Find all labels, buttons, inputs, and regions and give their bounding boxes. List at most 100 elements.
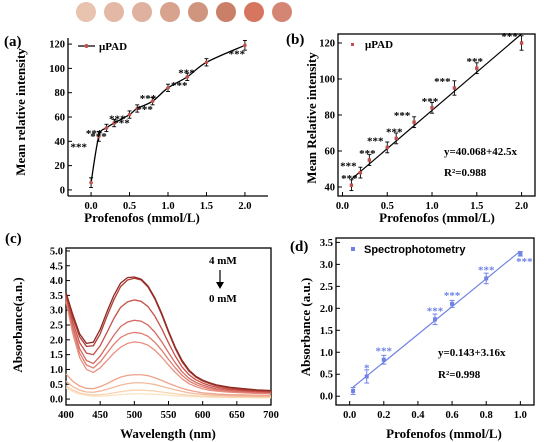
panel-d-significance-label: *** xyxy=(444,290,461,302)
panel-b-y-tick-label: 100 xyxy=(319,75,335,86)
panel-c-arrow-top-label: 4 mM xyxy=(209,255,237,267)
color-swatch xyxy=(244,2,264,22)
panel-a-y-tick-label: 80 xyxy=(55,88,66,99)
panel-a-significance-label: *** xyxy=(171,80,188,92)
panel-c-xlabel: Wavelength (nm) xyxy=(120,426,216,441)
panel-d-x-tick-label: 1.0 xyxy=(514,410,527,421)
color-swatch xyxy=(76,2,96,22)
panel-b-ylabel: Mean Relative intensity xyxy=(304,52,319,184)
panel-d-y-tick-label: 1.5 xyxy=(320,326,333,337)
panel-d-x-tick-label: 0.8 xyxy=(480,410,493,421)
panel-b-significance-label: *** xyxy=(501,31,518,43)
panel-c-label: (c) xyxy=(5,231,22,247)
panel-c-ylabel: Absorbance(a.n.) xyxy=(10,277,25,372)
panel-a-label: (a) xyxy=(4,34,22,50)
color-swatch xyxy=(132,2,152,22)
panel-a-x-tick-label: 0.5 xyxy=(123,201,136,212)
panel-b-data-point xyxy=(475,66,479,70)
panel-c-arrow-bottom-label: 0 mM xyxy=(209,293,237,305)
panel-c-spectrum-line xyxy=(65,373,272,397)
panel-d-plot-frame xyxy=(335,237,535,406)
panel-d-data-point xyxy=(433,317,437,322)
panel-d-significance-label: *** xyxy=(478,264,495,276)
panel-a-y-tick-label: 20 xyxy=(55,161,66,172)
panel-d-data-point xyxy=(364,374,369,379)
panel-c-spectrum-line xyxy=(65,385,271,398)
panel-b-r2: R²=0.988 xyxy=(444,167,487,179)
panel-a-significance-label: *** xyxy=(178,67,195,79)
panel-c-y-tick-label: 0.0 xyxy=(50,395,63,406)
panel-c-arrow xyxy=(216,270,224,289)
panel-d-y-tick-label: 1.0 xyxy=(320,348,333,359)
panel-d-data-point xyxy=(484,276,489,281)
panel-b-y-tick-label: 120 xyxy=(319,39,335,50)
panel-a-x-tick-label: 1.0 xyxy=(161,201,174,212)
panel-c-x-tick-label: 600 xyxy=(195,410,211,421)
panel-b-label: (b) xyxy=(286,32,304,48)
panel-d-data-point xyxy=(381,357,386,362)
panel-c: (c) Wavelength (nm) Absorbance(a.n.) 4 m… xyxy=(5,231,279,441)
panel-a-legend: μPAD xyxy=(78,41,127,53)
panel-b-x-tick-label: 0.0 xyxy=(336,201,349,212)
panel-c-y-tick-label: 3.5 xyxy=(50,291,63,302)
panel-a-data-point xyxy=(243,43,247,48)
panel-d-y-tick-label: 2.0 xyxy=(320,304,333,315)
panel-a-significance-label: *** xyxy=(109,113,126,125)
panel-b-significance-label: *** xyxy=(422,96,439,108)
panel-d-y-tick-label: 0.0 xyxy=(320,392,333,403)
panel-c-spectrum-line xyxy=(65,296,272,394)
panel-d-x-tick-label: 0.2 xyxy=(377,410,390,421)
color-swatch xyxy=(104,2,124,22)
color-swatch xyxy=(188,2,208,22)
panel-a-y-tick-label: 60 xyxy=(55,113,66,124)
panel-b-significance-label: *** xyxy=(340,161,357,173)
panel-c-y-tick-label: 2.0 xyxy=(50,335,63,346)
panel-c-y-tick-label: 4.0 xyxy=(50,276,63,287)
panel-b-significance-label: *** xyxy=(359,148,376,160)
panel-b-significance-label: *** xyxy=(341,173,358,185)
panel-d-x-tick-label: 0.6 xyxy=(446,410,459,421)
panel-b-y-tick-label: 80 xyxy=(325,111,336,122)
panel-a-y-tick-label: 0 xyxy=(60,185,65,196)
panel-c-spectrum-line xyxy=(65,387,271,399)
panel-a-significance-label: *** xyxy=(90,131,107,143)
panel-c-spectrum-line xyxy=(65,295,272,393)
panel-b-data-point xyxy=(385,145,389,150)
panel-b-data-point xyxy=(349,183,354,187)
panel-a-significance-label: *** xyxy=(86,128,103,140)
panel-c-x-tick-label: 450 xyxy=(92,410,108,421)
panel-d-r2: R²=0.998 xyxy=(438,369,481,381)
panel-a-xlabel: Profenofos (mmol/L) xyxy=(84,210,200,225)
panel-c-y-tick-label: 4.5 xyxy=(50,261,63,272)
panel-a-significance-label: *** xyxy=(113,118,130,130)
panel-b-data-point xyxy=(519,41,524,45)
panel-b-y-tick-label: 40 xyxy=(325,183,336,194)
panel-c-y-tick-label: 1.5 xyxy=(50,350,63,361)
panel-d-xlabel: Profenofos (mmol/L) xyxy=(386,426,502,441)
panel-c-x-tick-label: 550 xyxy=(161,410,177,421)
panel-c-plot-frame xyxy=(65,247,272,406)
panel-d-legend: Spectrophotometry xyxy=(351,244,466,256)
panel-a-y-tick-label: 40 xyxy=(55,137,66,148)
panel-d-x-tick-label: 0.0 xyxy=(343,410,356,421)
panel-d-data-point xyxy=(450,301,455,306)
panel-c-x-tick-label: 700 xyxy=(263,410,279,421)
panel-c-x-tick-label: 400 xyxy=(58,410,74,421)
color-swatch-strip xyxy=(76,2,292,22)
panel-b-significance-label: *** xyxy=(394,110,411,122)
panel-b-significance-label: *** xyxy=(434,76,451,88)
panel-b-x-tick-label: 2.0 xyxy=(515,201,528,212)
panel-a-data-point xyxy=(112,121,116,125)
panel-b-x-tick-label: 1.5 xyxy=(470,201,483,212)
panel-a-x-tick-label: 0.0 xyxy=(85,201,98,212)
panel-b-legend-label: μPAD xyxy=(365,39,393,51)
panel-a-data-point xyxy=(104,126,109,130)
panel-a-significance-label: *** xyxy=(140,93,157,105)
panel-a-significance-label: *** xyxy=(229,48,246,60)
panel-a: (a) Profenofos (mmol/L) Mean relative in… xyxy=(4,34,268,225)
color-swatch xyxy=(160,2,180,22)
panel-c-y-tick-label: 0.5 xyxy=(50,380,63,391)
panel-b-equation: y=40.068+42.5x xyxy=(444,146,518,158)
panel-a-y-tick-label: 120 xyxy=(49,40,65,51)
